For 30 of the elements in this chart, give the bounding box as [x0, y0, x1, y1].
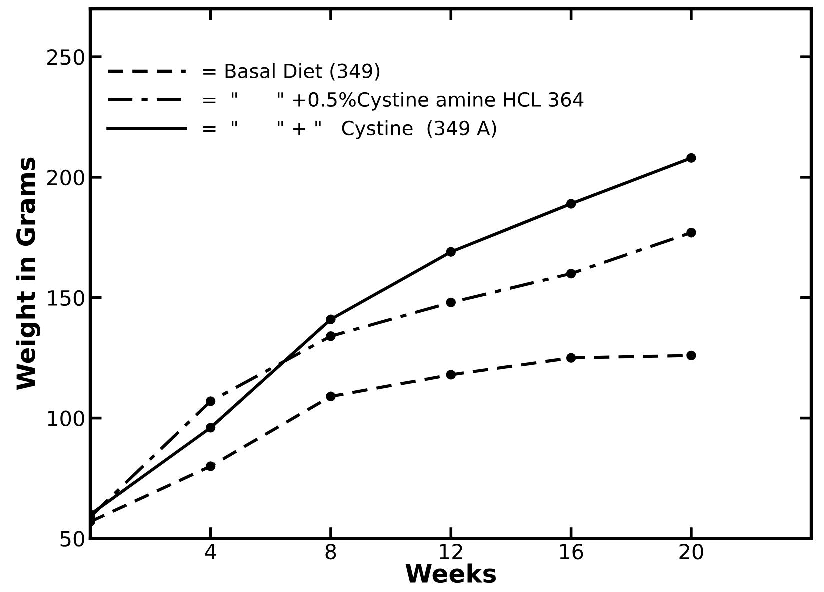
point — [566, 353, 576, 363]
y-tick-label: 200 — [48, 170, 84, 186]
point — [206, 396, 216, 406]
x-tick-label: 16 — [560, 544, 584, 560]
point — [326, 314, 336, 324]
point — [686, 350, 696, 361]
y-axis-title: Weight in Grams — [16, 158, 40, 390]
y-tick-label: 100 — [48, 410, 84, 427]
point — [566, 268, 576, 279]
y-tick-label: 50 — [60, 531, 84, 547]
point — [446, 247, 456, 257]
x-tick-label: 12 — [440, 544, 462, 560]
point — [566, 199, 576, 209]
legend-label: = " " +0.5%Cystine amine HCL 364 — [204, 92, 584, 111]
point — [446, 298, 456, 308]
y-tick-label: 250 — [48, 50, 84, 66]
x-axis-title: Weeks — [406, 564, 496, 584]
y-tick-label: 150 — [48, 290, 84, 306]
point — [326, 392, 336, 402]
x-tick-label: 4 — [205, 544, 216, 560]
legend-label: = " " + " Cystine (349 A) — [204, 120, 496, 140]
point — [446, 370, 456, 380]
point — [326, 332, 336, 342]
point — [206, 462, 216, 472]
point — [686, 153, 696, 164]
legend-label: = Basal Diet (349) — [204, 63, 380, 81]
point — [206, 423, 216, 433]
x-tick-label: 8 — [326, 544, 336, 560]
point — [686, 228, 696, 238]
x-tick-label: 20 — [680, 544, 704, 560]
